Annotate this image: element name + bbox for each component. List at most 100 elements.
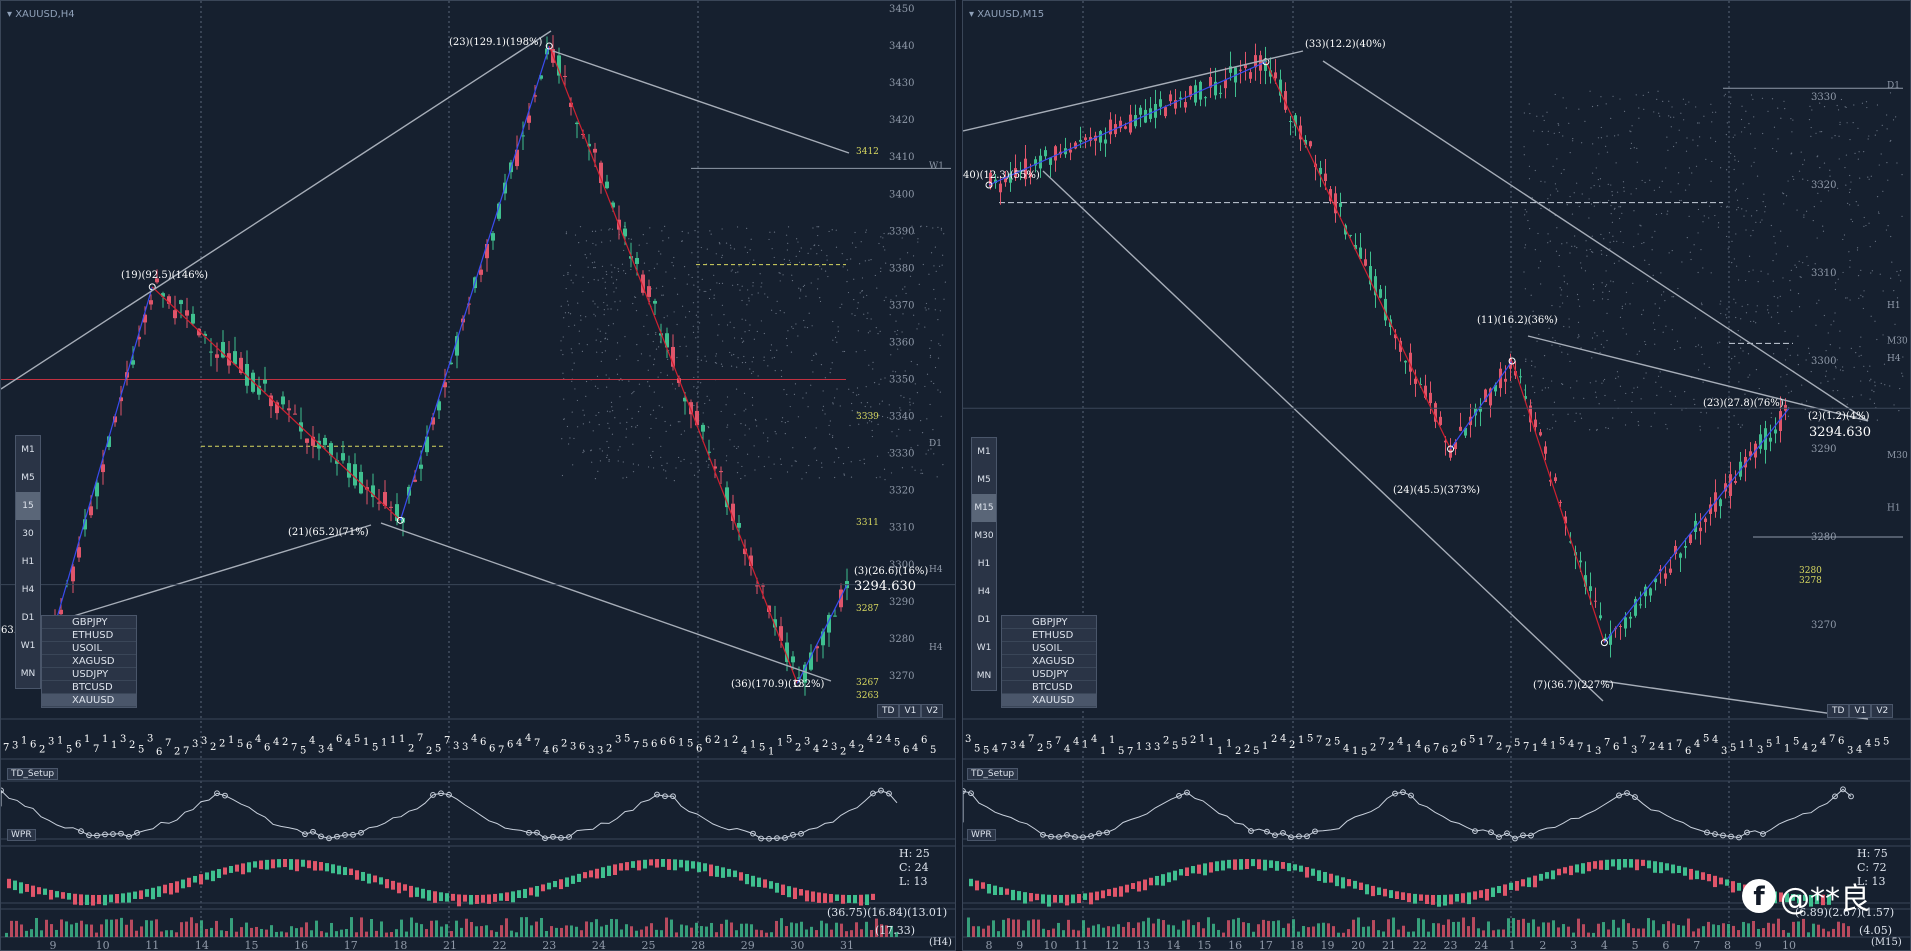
- volume-bar: [560, 927, 563, 937]
- candle-body: [1634, 598, 1637, 616]
- td-count: 4: [1415, 739, 1421, 750]
- timeframe-m5[interactable]: M5: [977, 475, 991, 485]
- cloud-dot: [839, 405, 841, 407]
- timeframe-w1[interactable]: W1: [20, 641, 36, 651]
- tf-button-v2[interactable]: V2: [921, 704, 944, 718]
- symbol-item-gbpjpy[interactable]: GBPJPY: [1002, 616, 1096, 629]
- wpr-extreme-marker: [558, 835, 564, 841]
- cloud-dot: [1790, 269, 1792, 271]
- cloud-dot: [1580, 262, 1582, 264]
- cloud-dot: [1542, 377, 1544, 379]
- tf-button-v1[interactable]: V1: [1849, 704, 1872, 718]
- osc-candle: [1233, 859, 1237, 870]
- osc-candle: [1569, 865, 1573, 876]
- symbol-item-xagusd[interactable]: XAGUSD: [1002, 655, 1096, 668]
- timeframe-15[interactable]: 15: [16, 492, 40, 520]
- cloud-dot: [1666, 136, 1668, 138]
- timeframe-h1[interactable]: H1: [21, 557, 35, 567]
- symbol-item-usoil[interactable]: USOIL: [42, 642, 136, 655]
- symbol-item-gbpjpy[interactable]: GBPJPY: [42, 616, 136, 629]
- timeframe-mn[interactable]: MN: [976, 671, 992, 681]
- td-count: 5: [1793, 737, 1799, 748]
- symbol-item-btcusd[interactable]: BTCUSD: [42, 681, 136, 694]
- symbol-item-ethusd[interactable]: ETHUSD: [42, 629, 136, 642]
- hcl-left: H: 25 C: 24 L: 13: [899, 847, 930, 889]
- volume-bar: [1682, 925, 1685, 937]
- timeframe-m5[interactable]: M5: [21, 473, 35, 483]
- chart-right-svg[interactable]: 3270328032903300331033203330(33)(12.2)(4…: [963, 1, 1911, 951]
- cloud-dot: [650, 456, 653, 459]
- cloud-dot: [902, 344, 905, 346]
- volume-bar: [1177, 929, 1180, 937]
- wpr-extreme-marker: [302, 831, 308, 838]
- cloud-dot: [1649, 179, 1651, 181]
- candle-body: [143, 314, 147, 323]
- osc-candle: [1311, 868, 1315, 876]
- osc-candle: [1647, 860, 1651, 869]
- cloud-dot: [733, 337, 736, 339]
- symbol-item-xauusd[interactable]: XAUUSD: [1002, 694, 1096, 707]
- timeframe-d1[interactable]: D1: [977, 615, 991, 625]
- symbol-item-xauusd[interactable]: XAUUSD: [42, 694, 136, 707]
- cloud-dot: [773, 356, 775, 359]
- cloud-dot: [878, 242, 880, 245]
- cloud-dot: [813, 354, 815, 357]
- chart-left-svg[interactable]: 3270328032903300331033203330334033503360…: [1, 1, 956, 951]
- symbol-item-btcusd[interactable]: BTCUSD: [1002, 681, 1096, 694]
- cloud-dot: [1761, 97, 1764, 99]
- timeframe-30[interactable]: 30: [22, 529, 34, 539]
- cloud-dot: [563, 317, 565, 319]
- cloud-dot: [1831, 275, 1833, 277]
- cloud-dot: [1554, 340, 1556, 342]
- cloud-dot: [751, 404, 754, 406]
- pivot-marker: [1600, 639, 1608, 647]
- timeframe-w1[interactable]: W1: [976, 643, 992, 653]
- cloud-dot: [1679, 347, 1681, 349]
- volume-bar: [615, 919, 618, 937]
- symbol-item-usdjpy[interactable]: USDJPY: [42, 668, 136, 681]
- volume-bar: [997, 931, 1000, 937]
- cloud-dot: [925, 302, 928, 305]
- timeframe-h4[interactable]: H4: [21, 585, 35, 595]
- volume-bar: [1562, 924, 1565, 937]
- timeframe-d1[interactable]: D1: [21, 613, 35, 623]
- timeframe-m1[interactable]: M1: [21, 445, 35, 455]
- symbol-item-usoil[interactable]: USOIL: [1002, 642, 1096, 655]
- cloud-dot: [1876, 338, 1878, 341]
- timeframe-h1[interactable]: H1: [977, 559, 991, 569]
- candle-body: [431, 417, 435, 425]
- volume-bar: [1587, 932, 1590, 937]
- tf-button-td[interactable]: TD: [1827, 704, 1850, 718]
- osc-candle: [1137, 881, 1141, 892]
- tf-button-v1[interactable]: V1: [899, 704, 922, 718]
- timeframe-m15[interactable]: M15: [972, 494, 996, 522]
- cloud-dot: [685, 345, 687, 347]
- candle-body: [1209, 76, 1212, 88]
- td-count: 1: [723, 738, 729, 749]
- symbol-item-ethusd[interactable]: ETHUSD: [1002, 629, 1096, 642]
- volume-bar: [1622, 919, 1625, 937]
- chart-panel-right[interactable]: 3270 3280 3290 3300 3310 3320 3330 (33)(12.2)(4…: [962, 0, 1911, 951]
- tf-button-v2[interactable]: V2: [1871, 704, 1894, 718]
- timeframe-h4[interactable]: H4: [977, 587, 991, 597]
- td-count: 1: [777, 737, 783, 748]
- cloud-dot: [1673, 116, 1675, 118]
- candle-body: [1524, 396, 1527, 399]
- cloud-dot: [1834, 365, 1837, 368]
- trend-line: [30, 524, 372, 630]
- timeframe-mn[interactable]: MN: [20, 669, 36, 679]
- td-count: 6: [246, 741, 252, 752]
- symbol-item-xagusd[interactable]: XAGUSD: [42, 655, 136, 668]
- chart-panel-left[interactable]: 3270 3280 3290 3300 3310 3320 3330 3340 3350 3360…: [0, 0, 956, 951]
- timeframe-m1[interactable]: M1: [977, 447, 991, 457]
- cloud-dot: [909, 401, 911, 403]
- timeframe-m30[interactable]: M30: [974, 531, 994, 541]
- volume-bar: [1162, 920, 1165, 937]
- price-label: 3339: [856, 412, 879, 422]
- symbol-item-usdjpy[interactable]: USDJPY: [1002, 668, 1096, 681]
- td-count: 1: [363, 737, 369, 748]
- cloud-dot: [1561, 243, 1563, 245]
- cloud-dot: [1854, 152, 1856, 154]
- cloud-dot: [1551, 427, 1554, 429]
- tf-button-td[interactable]: TD: [877, 704, 900, 718]
